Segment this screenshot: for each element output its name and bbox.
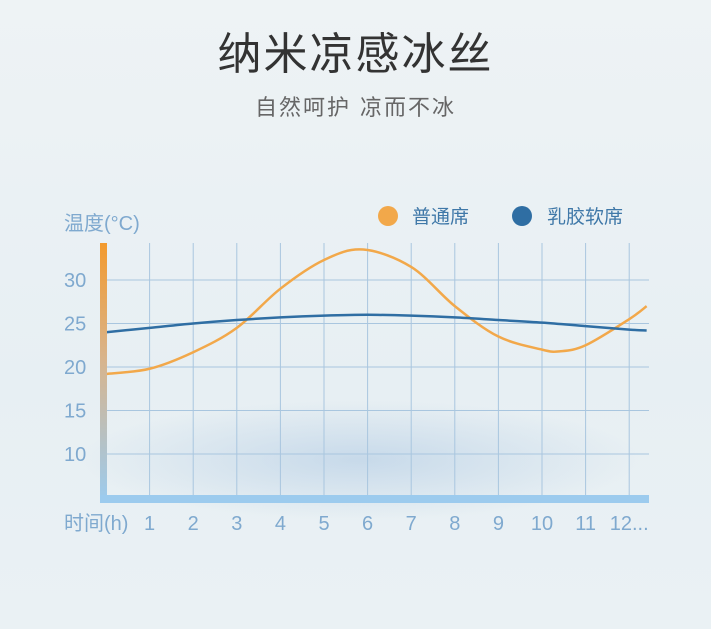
x-tick-label: 10 bbox=[531, 513, 553, 535]
series-line-latex bbox=[105, 313, 647, 334]
x-axis-bar bbox=[100, 495, 649, 503]
x-tick-label: 7 bbox=[406, 513, 417, 535]
legend-label-ordinary: 普通席 bbox=[412, 206, 469, 228]
x-tick-label: 8 bbox=[449, 513, 460, 535]
x-tick-label: 2 bbox=[188, 513, 199, 535]
background-shade bbox=[80, 400, 640, 520]
y-tick-label: 15 bbox=[64, 401, 86, 423]
legend-swatch-ordinary bbox=[378, 206, 398, 226]
x-tick-label: 9 bbox=[493, 513, 504, 535]
series-line-ordinary bbox=[105, 248, 648, 376]
x-tick-label: 11 bbox=[575, 513, 596, 535]
x-tick-label: 12... bbox=[610, 513, 649, 535]
y-tick-label: 30 bbox=[64, 270, 86, 292]
page-title: 纳米凉感冰丝 bbox=[217, 29, 494, 80]
x-axis-label: 时间(h) bbox=[64, 512, 128, 535]
x-tick-label: 4 bbox=[275, 513, 286, 535]
y-axis-bar bbox=[100, 243, 107, 501]
x-tick-label: 3 bbox=[231, 513, 242, 535]
legend-swatch-latex bbox=[512, 206, 532, 226]
page-subtitle: 自然呵护 凉而不冰 bbox=[255, 96, 456, 121]
x-tick-label: 1 bbox=[144, 513, 155, 535]
y-tick-label: 20 bbox=[64, 357, 86, 379]
x-tick-label: 5 bbox=[318, 513, 329, 535]
y-tick-label: 10 bbox=[64, 444, 86, 466]
legend-label-latex: 乳胶软席 bbox=[547, 206, 623, 228]
y-tick-label: 25 bbox=[64, 314, 86, 336]
y-axis-label: 温度(°C) bbox=[64, 212, 140, 235]
x-tick-label: 6 bbox=[362, 513, 373, 535]
